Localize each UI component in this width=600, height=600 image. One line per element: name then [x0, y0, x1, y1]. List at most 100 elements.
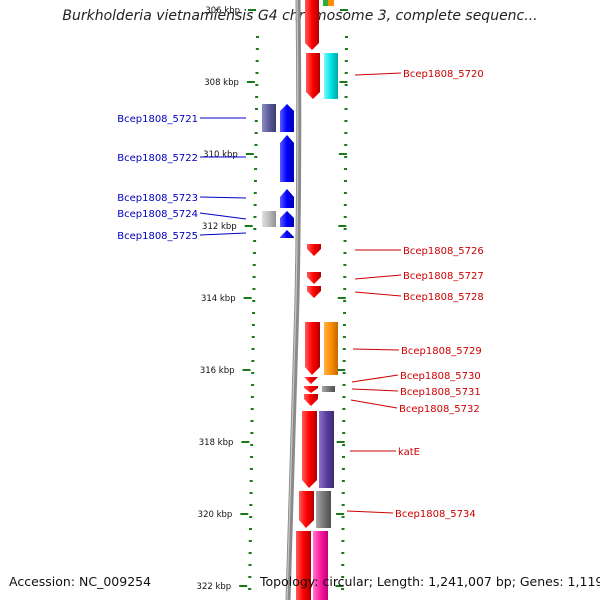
gene-label-kate[interactable]: katE — [398, 447, 420, 458]
gene-arrow-katE[interactable] — [302, 411, 317, 488]
callout-line — [199, 196, 247, 199]
track-dot — [344, 168, 348, 170]
gene-arrow-5725[interactable] — [280, 230, 294, 238]
track-dot — [344, 72, 348, 74]
track-dot — [344, 96, 348, 98]
track-dot — [343, 192, 347, 194]
gene-arrow-5728[interactable] — [307, 286, 321, 298]
ruler-tick-label: 320 kbp — [198, 510, 233, 520]
gene-arrow-5732[interactable] — [304, 394, 318, 406]
gene-bottom-partial[interactable] — [296, 531, 311, 600]
backbone-line — [285, 0, 302, 600]
gene-arrow-5726[interactable] — [307, 244, 321, 256]
gene-label-bcep1808_5730[interactable]: Bcep1808_5730 — [400, 371, 481, 382]
gene-label-bcep1808_5726[interactable]: Bcep1808_5726 — [403, 246, 484, 257]
gene-label-bcep1808_5731[interactable]: Bcep1808_5731 — [400, 387, 481, 398]
callout-line — [354, 291, 402, 297]
track-dot — [252, 276, 256, 278]
track-dot — [343, 216, 347, 218]
track-dot — [255, 96, 259, 98]
cog-block-5734[interactable] — [316, 491, 331, 528]
track-dot — [341, 576, 345, 578]
gene-label-bcep1808_5721[interactable]: Bcep1808_5721 — [117, 114, 198, 125]
track-dot — [249, 480, 253, 482]
gene-label-bcep1808_5727[interactable]: Bcep1808_5727 — [403, 271, 484, 282]
track-dot — [342, 444, 346, 446]
track-dot — [341, 468, 345, 470]
track-dot — [248, 528, 252, 530]
track-dot — [344, 144, 348, 146]
gene-arrow-5721[interactable] — [280, 104, 294, 132]
track-dot — [343, 288, 347, 290]
track-dot — [252, 264, 256, 266]
cog-top-green — [323, 0, 328, 6]
callout-line — [351, 388, 399, 392]
track-dot — [342, 324, 346, 326]
track-dot — [249, 468, 253, 470]
track-dot — [342, 372, 346, 374]
track-dot — [344, 132, 348, 134]
gene-arrow-5723[interactable] — [280, 189, 294, 208]
cog-block-5720[interactable] — [324, 53, 338, 99]
track-dot — [343, 252, 347, 254]
track-dot — [343, 204, 347, 206]
track-dot — [248, 540, 252, 542]
gene-arrow-5720[interactable] — [306, 53, 320, 99]
gene-arrow-5724[interactable] — [280, 211, 294, 227]
gene-top-partial[interactable] — [305, 0, 319, 6]
gene-label-bcep1808_5722[interactable]: Bcep1808_5722 — [117, 153, 198, 164]
gene-arrow-5727[interactable] — [307, 272, 321, 284]
gene-label-bcep1808_5725[interactable]: Bcep1808_5725 — [117, 231, 198, 242]
track-dot — [251, 372, 255, 374]
gene-arrow-5729[interactable] — [305, 322, 320, 375]
track-dot — [250, 408, 254, 410]
track-dot — [253, 228, 257, 230]
ruler-tick-label: 322 kbp — [197, 582, 232, 592]
gene-label-bcep1808_5724[interactable]: Bcep1808_5724 — [117, 209, 198, 220]
track-dot — [253, 180, 257, 182]
gene-label-bcep1808_5728[interactable]: Bcep1808_5728 — [403, 292, 484, 303]
track-dot — [255, 60, 259, 62]
cog-block-5729[interactable] — [324, 322, 338, 375]
track-dot — [248, 552, 252, 554]
track-dot — [343, 180, 347, 182]
ruler: 306 kbp 308 kbp 310 kbp 312 kbp 314 kbp 316 k… — [197, 6, 348, 592]
gene-arrow-5722[interactable] — [280, 135, 294, 182]
gene-label-bcep1808_5720[interactable]: Bcep1808_5720 — [403, 69, 484, 80]
track-dot — [343, 276, 347, 278]
gene-arrow-5730[interactable] — [304, 377, 318, 384]
gene-arrow-5734[interactable] — [299, 491, 314, 528]
cog-block-5724[interactable] — [262, 211, 276, 227]
track-dot — [341, 588, 345, 590]
cog-top-orange — [328, 0, 334, 6]
gene-label-bcep1808_5723[interactable]: Bcep1808_5723 — [117, 193, 198, 204]
cog-block-5731[interactable] — [322, 386, 335, 392]
track-dot — [341, 504, 345, 506]
cog-block-bottom[interactable] — [313, 531, 328, 600]
cog-block-5721[interactable] — [262, 104, 276, 132]
track-dot — [251, 360, 255, 362]
track-dot — [254, 168, 258, 170]
track-dot — [342, 360, 346, 362]
gene-arrow-top[interactable] — [305, 6, 319, 50]
genome-summary-text: Topology: circular; Length: 1,241,007 bp… — [260, 574, 600, 589]
track-dot — [253, 204, 257, 206]
accession-text: Accession: NC_009254 — [9, 574, 152, 589]
ruler-tick-label: 316 kbp — [200, 366, 235, 376]
track-dot — [250, 396, 254, 398]
cog-block-katE[interactable] — [319, 411, 334, 488]
track-dot — [248, 576, 252, 578]
track-dot — [256, 36, 259, 38]
gene-label-bcep1808_5729[interactable]: Bcep1808_5729 — [401, 346, 482, 357]
track-dot — [254, 156, 258, 158]
track-dot — [253, 216, 257, 218]
track-dot — [344, 156, 348, 158]
gene-label-bcep1808_5732[interactable]: Bcep1808_5732 — [399, 404, 480, 415]
track-dot — [248, 564, 252, 566]
track-dot — [254, 108, 258, 110]
gene-arrow-5731[interactable] — [304, 386, 318, 393]
track-dot — [251, 348, 255, 350]
track-dot — [254, 144, 258, 146]
gene-label-bcep1808_5734[interactable]: Bcep1808_5734 — [395, 509, 476, 520]
